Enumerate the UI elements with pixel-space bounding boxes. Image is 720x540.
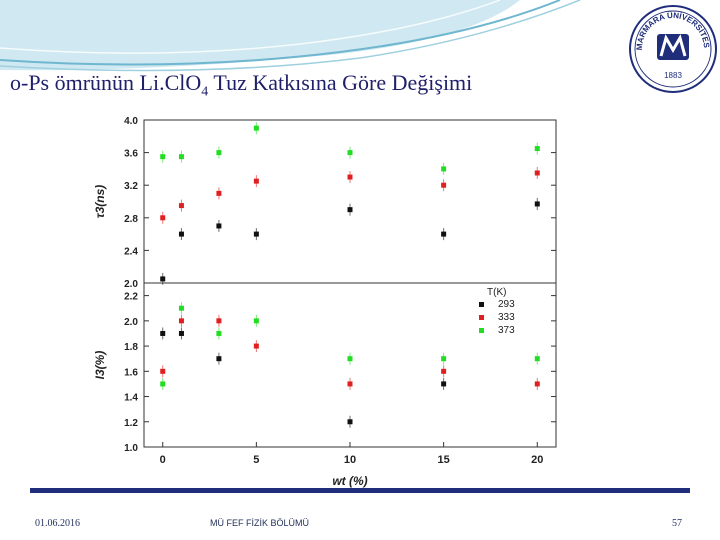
data-point-top-333 xyxy=(253,178,259,184)
data-point-bottom-293 xyxy=(347,419,353,425)
x-tick-label: 15 xyxy=(438,454,450,466)
data-point-top-373 xyxy=(160,154,166,160)
slide-title: o-Ps ömrünün Li.ClO4 Tuz Katkısına Göre … xyxy=(10,70,472,100)
footer-divider xyxy=(30,488,690,493)
legend-marker-373 xyxy=(479,328,484,333)
data-point-top-373 xyxy=(347,150,353,156)
data-point-top-293 xyxy=(160,276,166,282)
x-axis-label: wt (%) xyxy=(332,474,367,488)
data-point-top-333 xyxy=(160,215,166,221)
data-point-bottom-373 xyxy=(216,330,222,336)
y-tick-label: 3.2 xyxy=(124,181,138,192)
legend-label-293: 293 xyxy=(498,299,515,310)
data-point-bottom-373 xyxy=(347,356,353,362)
title-subscript: 4 xyxy=(201,84,209,100)
data-point-top-373 xyxy=(178,154,184,160)
data-point-top-333 xyxy=(441,182,447,188)
y-axis-label-top: τ3(ns) xyxy=(93,185,107,219)
data-point-bottom-333 xyxy=(534,381,540,387)
y-tick-label: 4.0 xyxy=(124,116,138,127)
data-point-top-293 xyxy=(534,201,540,207)
y-tick-label: 1.0 xyxy=(124,443,138,454)
data-point-bottom-373 xyxy=(534,356,540,362)
data-point-bottom-293 xyxy=(216,356,222,362)
title-main: o-Ps ömrünün Li.ClO xyxy=(10,70,202,95)
y-tick-label: 2.0 xyxy=(124,279,138,290)
logo-year: 1883 xyxy=(664,71,682,80)
data-point-bottom-373 xyxy=(441,356,447,362)
data-point-bottom-333 xyxy=(253,343,259,349)
data-point-top-333 xyxy=(534,170,540,176)
data-point-bottom-333 xyxy=(216,318,222,324)
x-tick-label: 5 xyxy=(253,454,259,466)
data-point-top-333 xyxy=(216,190,222,196)
legend-marker-333 xyxy=(479,315,484,320)
x-tick-label: 0 xyxy=(160,454,166,466)
data-point-top-373 xyxy=(534,146,540,152)
plot-frame-top xyxy=(143,119,557,284)
title-tail: Tuz Katkısına Göre Değişimi xyxy=(208,70,473,95)
legend-title: T(K) xyxy=(487,287,506,298)
data-point-bottom-333 xyxy=(441,368,447,374)
data-point-top-373 xyxy=(441,166,447,172)
data-point-bottom-373 xyxy=(253,318,259,324)
data-point-bottom-333 xyxy=(160,368,166,374)
data-point-top-333 xyxy=(178,203,184,209)
data-point-bottom-293 xyxy=(178,330,184,336)
footer-department: MÜ FEF FİZİK BÖLÜMÜ xyxy=(210,518,309,528)
legend-marker-293 xyxy=(479,302,484,307)
data-point-top-333 xyxy=(347,174,353,180)
y-axis-label-bottom: I3(%) xyxy=(93,351,107,380)
header-swoosh-decoration xyxy=(0,0,581,72)
data-point-top-373 xyxy=(253,125,259,131)
y-tick-label: 1.6 xyxy=(124,367,138,378)
data-point-bottom-293 xyxy=(441,381,447,387)
data-point-bottom-333 xyxy=(347,381,353,387)
page-number: 57 xyxy=(672,518,682,529)
y-tick-label: 3.6 xyxy=(124,149,138,160)
data-point-bottom-333 xyxy=(178,318,184,324)
y-tick-label: 1.4 xyxy=(124,393,138,404)
y-tick-label: 2.4 xyxy=(124,246,138,257)
data-point-top-293 xyxy=(178,231,184,237)
y-tick-label: 2.8 xyxy=(124,214,138,225)
data-point-bottom-293 xyxy=(160,330,166,336)
footer-date: 01.06.2016 xyxy=(35,518,80,529)
data-point-top-293 xyxy=(253,231,259,237)
legend-label-373: 373 xyxy=(498,325,515,336)
data-point-top-293 xyxy=(441,231,447,237)
y-tick-label: 2.2 xyxy=(124,292,138,303)
university-logo: MARMARA ÜNİVERSİTESİ 1883 xyxy=(628,4,717,93)
y-tick-label: 1.2 xyxy=(124,418,138,429)
x-tick-label: 10 xyxy=(344,454,356,466)
data-point-top-293 xyxy=(347,207,353,213)
y-tick-label: 1.8 xyxy=(124,342,138,353)
data-point-top-293 xyxy=(216,223,222,229)
data-point-top-373 xyxy=(216,150,222,156)
legend-label-333: 333 xyxy=(498,312,515,323)
x-tick-label: 20 xyxy=(531,454,543,466)
data-point-bottom-373 xyxy=(160,381,166,387)
y-tick-label: 2.0 xyxy=(124,317,138,328)
data-point-bottom-373 xyxy=(178,305,184,311)
